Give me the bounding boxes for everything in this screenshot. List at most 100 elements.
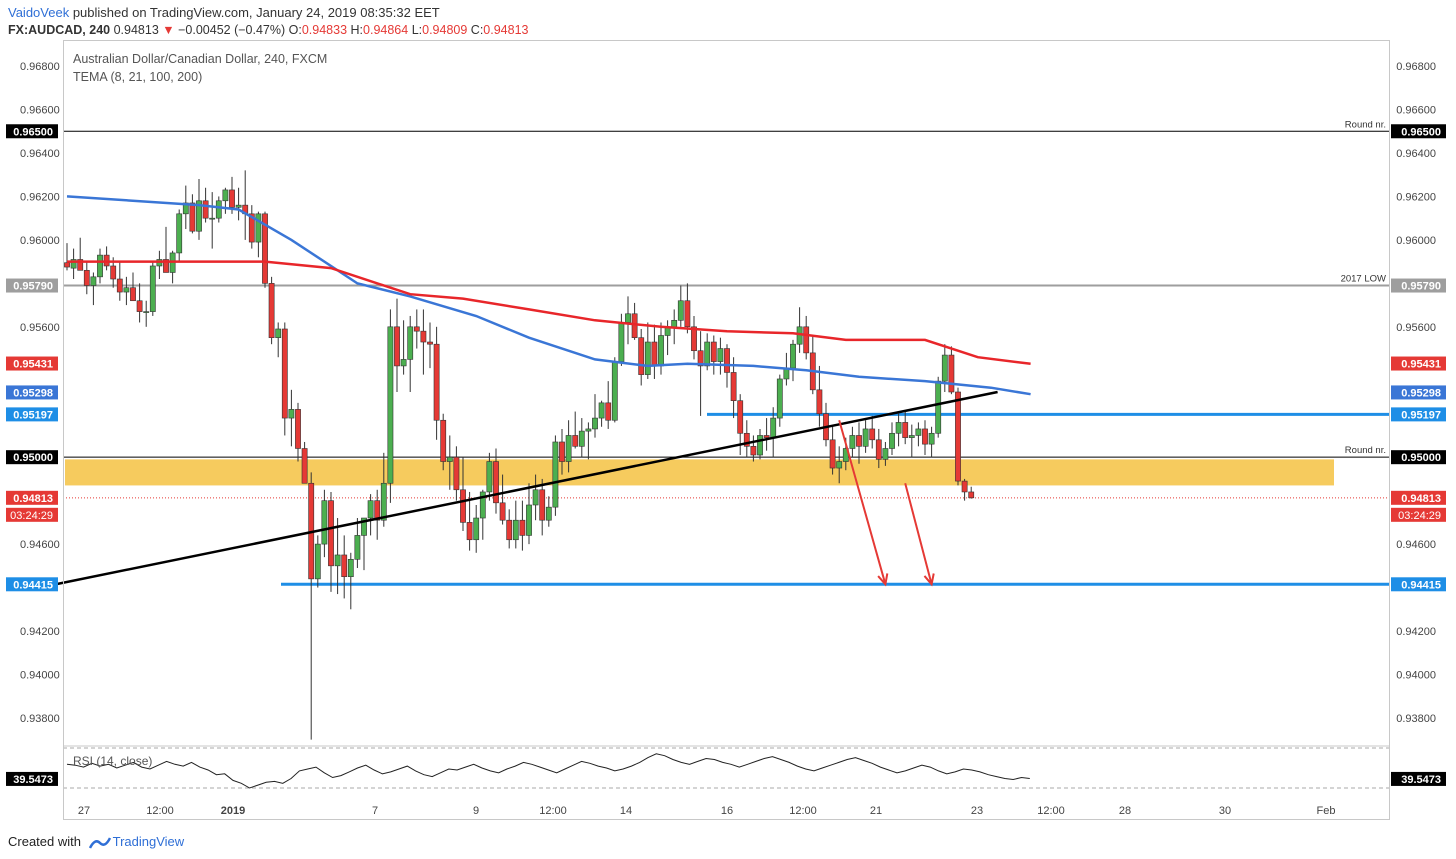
candle[interactable]	[334, 554, 341, 567]
candle[interactable]	[83, 270, 90, 286]
candle[interactable]	[202, 200, 209, 219]
candle[interactable]	[816, 389, 823, 415]
candle[interactable]	[704, 341, 711, 367]
candle[interactable]	[70, 259, 77, 269]
author-link[interactable]: VaidoVeek	[8, 5, 70, 20]
candle[interactable]	[374, 500, 381, 521]
candle[interactable]	[116, 278, 123, 293]
candle[interactable]	[526, 504, 532, 536]
candle[interactable]	[922, 428, 928, 445]
candle[interactable]	[281, 328, 288, 419]
forecast-arrow[interactable]	[904, 483, 933, 585]
candle[interactable]	[473, 517, 480, 541]
candle[interactable]	[585, 428, 592, 432]
candle[interactable]	[367, 500, 374, 519]
candle[interactable]	[506, 519, 513, 541]
candle[interactable]	[724, 348, 730, 373]
candle[interactable]	[862, 428, 869, 447]
indicator-legend[interactable]: TEMA (8, 21, 100, 200)	[73, 70, 203, 84]
candle[interactable]	[347, 559, 354, 577]
candle[interactable]	[730, 372, 737, 401]
candle[interactable]	[420, 330, 427, 343]
candle[interactable]	[598, 402, 605, 419]
candle[interactable]	[176, 213, 183, 254]
rsi-legend[interactable]: RSI (14, close)	[73, 754, 153, 768]
candle[interactable]	[354, 535, 361, 560]
candle[interactable]	[545, 506, 552, 521]
candle[interactable]	[658, 335, 664, 367]
candle[interactable]	[684, 300, 691, 328]
candle[interactable]	[644, 341, 651, 375]
candle[interactable]	[743, 432, 750, 447]
candle[interactable]	[460, 489, 466, 523]
rsi-line[interactable]	[66, 753, 1030, 789]
candle[interactable]	[222, 189, 229, 202]
candle[interactable]	[677, 300, 684, 321]
candle[interactable]	[97, 254, 103, 278]
candle[interactable]	[209, 217, 216, 220]
candle[interactable]	[248, 213, 255, 243]
candle[interactable]	[605, 402, 612, 421]
candle[interactable]	[882, 448, 889, 460]
candle[interactable]	[849, 435, 856, 449]
candle[interactable]	[691, 326, 697, 352]
candle[interactable]	[915, 428, 922, 436]
candle[interactable]	[275, 328, 282, 338]
candle[interactable]	[413, 326, 420, 332]
candle[interactable]	[387, 326, 394, 484]
candle[interactable]	[671, 319, 678, 328]
candle[interactable]	[328, 500, 334, 567]
candle[interactable]	[565, 435, 572, 462]
candle[interactable]	[130, 287, 136, 302]
candle[interactable]	[836, 461, 843, 469]
candle[interactable]	[255, 213, 262, 243]
candle[interactable]	[776, 378, 783, 419]
candle[interactable]	[314, 543, 321, 580]
candle[interactable]	[618, 322, 625, 362]
candle[interactable]	[625, 313, 631, 323]
candle[interactable]	[446, 456, 453, 462]
candle[interactable]	[196, 200, 202, 232]
candle[interactable]	[136, 300, 143, 312]
candle[interactable]	[803, 326, 810, 354]
candle[interactable]	[717, 348, 724, 362]
candle[interactable]	[532, 489, 539, 506]
candle[interactable]	[486, 461, 493, 493]
candle[interactable]	[763, 435, 770, 438]
candle[interactable]	[611, 361, 618, 421]
candle[interactable]	[110, 265, 117, 280]
candle[interactable]	[875, 439, 882, 460]
candle[interactable]	[519, 519, 526, 536]
candle[interactable]	[427, 341, 433, 345]
candle[interactable]	[229, 189, 235, 208]
candle[interactable]	[453, 456, 460, 491]
candle[interactable]	[407, 326, 414, 360]
candle[interactable]	[301, 448, 308, 484]
candle[interactable]	[149, 265, 156, 312]
tema-blue-line[interactable]	[66, 195, 1031, 396]
candle[interactable]	[341, 554, 348, 577]
candle[interactable]	[163, 259, 169, 273]
candle[interactable]	[182, 202, 189, 215]
candle[interactable]	[380, 482, 387, 521]
candle[interactable]	[829, 439, 836, 469]
candle[interactable]	[539, 489, 546, 521]
candle[interactable]	[512, 519, 519, 541]
candle[interactable]	[592, 417, 598, 430]
candle[interactable]	[770, 417, 777, 438]
candle[interactable]	[889, 432, 895, 449]
candle[interactable]	[215, 200, 222, 219]
candle[interactable]	[895, 422, 902, 434]
candle[interactable]	[466, 522, 473, 541]
candle[interactable]	[64, 262, 70, 268]
candle[interactable]	[123, 287, 130, 293]
candle[interactable]	[394, 326, 400, 367]
tradingview-brand[interactable]: TradingView	[112, 834, 185, 849]
candle[interactable]	[552, 441, 559, 508]
candle[interactable]	[757, 435, 763, 456]
candle[interactable]	[268, 283, 275, 338]
candle[interactable]	[710, 341, 717, 362]
candle[interactable]	[433, 343, 440, 421]
candle[interactable]	[955, 391, 961, 482]
